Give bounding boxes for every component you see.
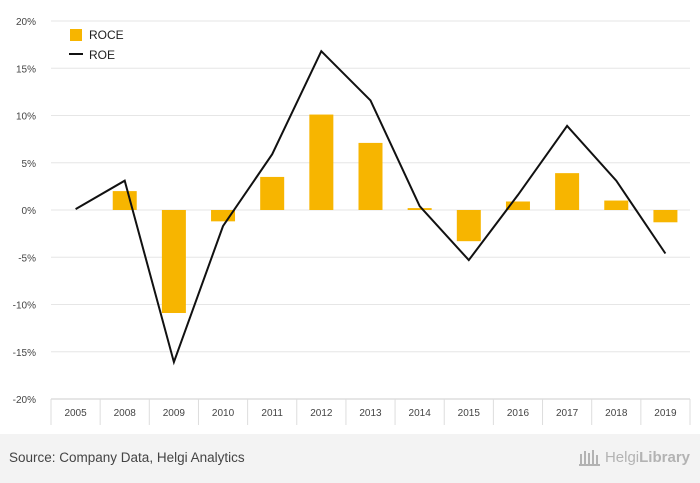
y-tick-label: 5% <box>22 159 37 170</box>
roce-bar <box>358 142 383 210</box>
chart-svg: -20% -15% -10% -5% 0% 5% 10% 15% 20% 2005 2008 2009… <box>13 17 691 425</box>
y-tick-label: 10% <box>16 112 36 123</box>
source-note: Source: Company Data, Helgi Analytics <box>9 450 245 465</box>
x-tick-label: 2005 <box>64 408 87 419</box>
roce-bar <box>456 210 481 242</box>
roce-bar <box>407 208 432 210</box>
x-tick-label: 2017 <box>556 408 579 419</box>
roce-bar <box>161 210 186 314</box>
roce-bar <box>505 201 530 210</box>
library-icon <box>578 450 600 466</box>
y-tick-label: -15% <box>13 348 36 359</box>
y-tick-label: -5% <box>18 253 36 264</box>
x-tick-label: 2013 <box>359 408 382 419</box>
roce-bar <box>555 173 580 210</box>
x-tick-label: 2010 <box>212 408 235 419</box>
y-tick-label: 20% <box>16 17 36 28</box>
legend-roce-swatch <box>70 29 82 41</box>
y-tick-label: -20% <box>13 395 36 406</box>
roce-bar <box>309 114 334 210</box>
brand-bold-text: Library <box>639 448 690 466</box>
footer-bar <box>0 434 700 483</box>
roce-bar <box>112 191 137 210</box>
x-tick-label: 2018 <box>605 408 628 419</box>
x-tick-label: 2011 <box>261 408 283 419</box>
legend-roe-label: ROE <box>89 48 115 62</box>
roce-bar <box>260 176 285 210</box>
x-tick-label: 2015 <box>458 408 481 419</box>
helgi-library-logo[interactable]: Helgi Library <box>578 447 690 467</box>
x-tick-label: 2016 <box>507 408 530 419</box>
x-tick-label: 2019 <box>654 408 677 419</box>
legend-roce-label: ROCE <box>89 28 124 42</box>
x-tick-label: 2009 <box>163 408 186 419</box>
x-tick-label: 2012 <box>310 408 333 419</box>
y-tick-label: 0% <box>22 206 37 217</box>
x-tick-label: 2014 <box>409 408 432 419</box>
roe-line <box>75 49 667 366</box>
roce-bar <box>604 200 629 210</box>
brand-light-text: Helgi <box>604 448 640 466</box>
y-tick-label: -10% <box>13 301 36 312</box>
x-tick-label: 2008 <box>114 408 137 419</box>
y-tick-label: 15% <box>16 64 36 75</box>
roce-bar <box>211 210 236 222</box>
roce-bar <box>653 210 678 223</box>
